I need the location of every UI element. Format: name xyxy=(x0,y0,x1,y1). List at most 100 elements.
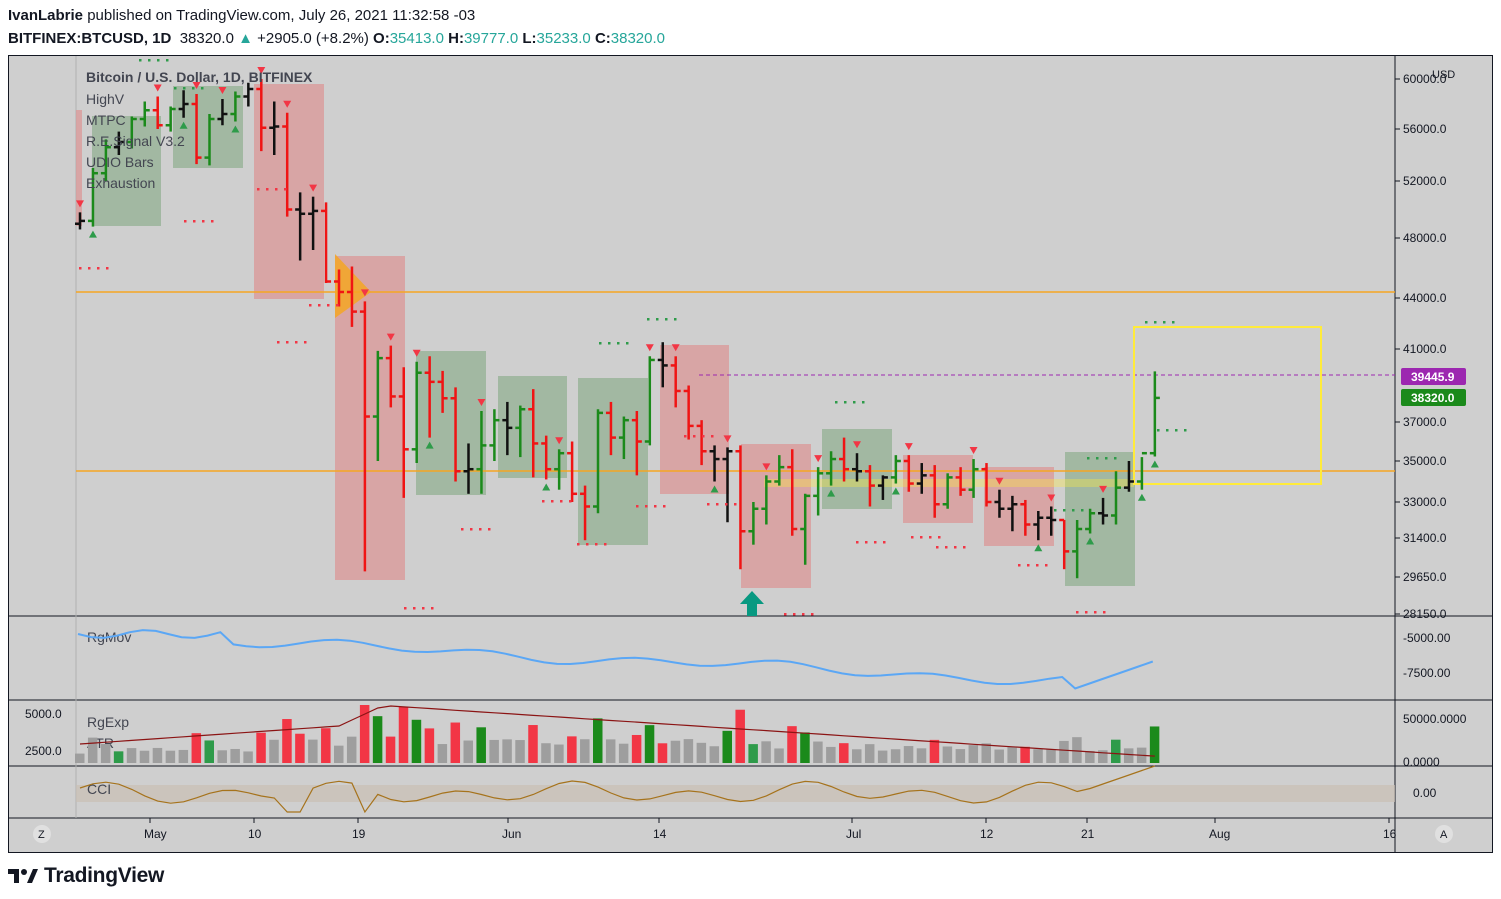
volume-bar xyxy=(321,728,331,763)
ohlc-bar xyxy=(670,356,681,408)
ohlc-bar xyxy=(800,493,811,565)
volume-bar xyxy=(994,749,1004,763)
ohlc-bar xyxy=(152,96,163,129)
stop-dot xyxy=(716,503,719,506)
ohlc-bar xyxy=(696,420,707,466)
atr-left-tick: 2500.0 xyxy=(25,744,62,758)
ohlc-bar xyxy=(191,94,202,165)
volume-bar xyxy=(308,739,318,763)
author-name[interactable]: IvanLabrie xyxy=(8,7,84,24)
stop-dot xyxy=(327,304,330,307)
sell-signal-icon xyxy=(386,333,395,341)
volume-bar xyxy=(580,739,590,763)
stop-dot xyxy=(577,543,580,546)
stop-dot xyxy=(1172,321,1175,324)
volume-bar xyxy=(735,709,745,763)
price-axis-label: 29650.0 xyxy=(1403,570,1447,584)
zoom-button-label: Z xyxy=(38,829,45,841)
volume-bar xyxy=(787,726,797,763)
buy-signal-icon xyxy=(1137,493,1146,501)
price-axis-label: 60000.0 xyxy=(1403,72,1447,86)
volume-bar xyxy=(450,722,461,763)
price-axis[interactable]: 60000.0 56000.0 52000.0 48000.0 44000.0 41000… xyxy=(1395,72,1447,621)
sell-signal-icon xyxy=(671,344,680,352)
chart-svg[interactable]: Bitcoin / U.S. Dollar, 1D, BITFINEX High… xyxy=(9,56,1492,852)
symbol-name[interactable]: BITFINEX:BTCUSD, 1D xyxy=(8,30,172,47)
stop-dot xyxy=(277,341,280,344)
cci-label[interactable]: CCI xyxy=(87,781,111,797)
stop-dot xyxy=(636,505,639,508)
ohlc-bar xyxy=(1059,518,1070,570)
stop-dot xyxy=(862,401,865,404)
stop-dot xyxy=(266,188,269,191)
target-zone-rectangle[interactable] xyxy=(1133,326,1322,485)
ohlc-bar xyxy=(709,445,720,482)
stop-dot xyxy=(569,500,572,503)
stop-dot xyxy=(684,435,687,438)
ohlc-bar xyxy=(398,367,409,498)
tradingview-logo[interactable]: TradingView xyxy=(8,864,164,888)
box-red xyxy=(741,444,811,588)
volume-bar xyxy=(269,739,279,763)
time-axis-label: May xyxy=(144,827,167,841)
buy-signal-icon xyxy=(425,441,434,449)
stop-dot xyxy=(938,536,941,539)
stop-dot xyxy=(1105,457,1108,460)
ohlc-bar xyxy=(813,467,824,516)
stop-dot xyxy=(157,59,160,62)
ohlc-bar xyxy=(411,361,422,464)
price-axis-label: 28150.0 xyxy=(1403,607,1447,621)
ohlc-bar xyxy=(541,435,552,480)
ohlc-bar xyxy=(87,168,98,227)
ohlc-bar xyxy=(100,139,111,181)
legend-indicator[interactable]: UDIO Bars xyxy=(86,154,154,170)
stop-dot xyxy=(963,546,966,549)
stop-dot xyxy=(202,220,205,223)
price-axis-label: 35000.0 xyxy=(1403,454,1447,468)
stop-dot xyxy=(1145,321,1148,324)
rgexp-label[interactable]: RgExp xyxy=(87,714,129,730)
volume-bar xyxy=(476,727,486,763)
legend-indicator[interactable]: MTPC xyxy=(86,112,126,128)
ohlc-bar xyxy=(1098,497,1109,525)
stop-dot xyxy=(184,220,187,223)
volume-bar xyxy=(139,750,150,763)
auto-scale-button-left[interactable]: Z xyxy=(33,825,51,843)
stop-dot xyxy=(920,536,923,539)
volume-bar xyxy=(554,744,564,763)
box-red xyxy=(660,345,729,494)
price-axis-label: 33000.0 xyxy=(1403,495,1447,509)
auto-scale-button-right[interactable]: A xyxy=(1435,825,1453,843)
volume-bar xyxy=(502,739,512,763)
buy-signal-arrow-icon xyxy=(740,591,764,616)
stop-dot xyxy=(174,87,177,90)
buy-signal-icon xyxy=(542,483,551,491)
volume-bar xyxy=(826,746,836,763)
buy-signal-icon xyxy=(710,485,719,493)
volume-bar xyxy=(942,746,953,763)
stop-dot xyxy=(106,267,109,270)
stop-dot xyxy=(336,304,339,307)
volume-bar xyxy=(230,748,240,763)
stop-dot xyxy=(1157,429,1160,432)
stop-dot xyxy=(318,304,321,307)
legend-indicator[interactable]: Exhaustion xyxy=(86,175,155,191)
legend-indicator[interactable]: HighV xyxy=(86,91,125,107)
ohlc-bar xyxy=(968,459,979,498)
atr-right-tick: 50000.0000 xyxy=(1403,712,1467,726)
ohlc-bar xyxy=(282,112,293,217)
stop-dot xyxy=(295,341,298,344)
legend-indicator[interactable]: R.E.Signal V3.2 xyxy=(86,133,185,149)
stop-dot xyxy=(257,188,260,191)
ohlc-bar xyxy=(722,447,733,523)
buy-signal-icon xyxy=(179,121,188,129)
publish-info: IvanLabrie published on TradingView.com,… xyxy=(8,7,475,24)
currency-label[interactable]: USD xyxy=(1432,69,1455,81)
stop-dot xyxy=(802,613,805,616)
volume-bar xyxy=(1072,737,1082,763)
ohlc-bar xyxy=(761,475,772,525)
time-axis[interactable]: May 10 19 Jun 14 Jul 12 21 Aug 16 xyxy=(144,818,1397,841)
stop-dot xyxy=(693,435,696,438)
time-axis-label: 14 xyxy=(653,827,667,841)
sell-signal-icon xyxy=(723,435,732,443)
